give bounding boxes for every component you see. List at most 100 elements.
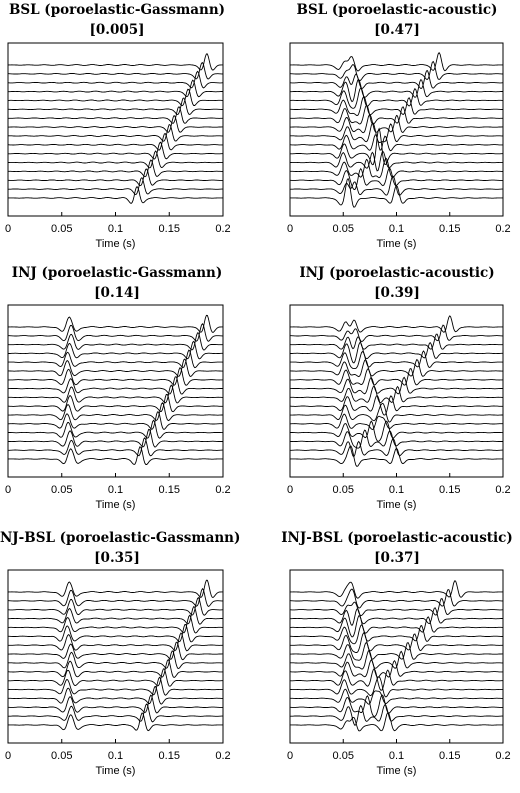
trace-2 xyxy=(8,61,224,80)
trace-1 xyxy=(289,51,503,72)
x-tick-label: 0 xyxy=(287,223,293,235)
trace-group xyxy=(289,51,504,208)
trace-7 xyxy=(8,366,224,386)
trace-14 xyxy=(8,694,223,714)
trace-9 xyxy=(290,122,504,143)
x-tick-label: 0.05 xyxy=(333,223,354,235)
trace-15 xyxy=(8,437,223,457)
trace-9 xyxy=(290,385,503,404)
x-tick-label: 0 xyxy=(5,223,11,235)
trace-10 xyxy=(289,134,503,152)
trace-14 xyxy=(7,428,223,448)
trace-13 xyxy=(290,688,504,705)
trace-15 xyxy=(7,176,224,195)
trace-11 xyxy=(8,141,224,160)
x-axis-label: Time (s) xyxy=(377,238,417,250)
trace-8 xyxy=(289,641,503,661)
x-tick-label: 0.05 xyxy=(333,484,354,496)
trace-3 xyxy=(290,70,503,89)
trace-11 xyxy=(8,402,224,422)
x-tick-label: 0.15 xyxy=(159,223,180,235)
trace-13 xyxy=(290,420,504,442)
panel-correlation: [0.35] xyxy=(94,550,140,566)
trace-7 xyxy=(8,105,224,124)
trace-group xyxy=(7,53,224,204)
trace-11 xyxy=(290,127,504,166)
x-tick-label: 0.1 xyxy=(389,484,404,496)
x-tick-label: 0.05 xyxy=(51,750,72,762)
plot-frame xyxy=(289,304,504,478)
trace-7 xyxy=(290,368,504,386)
trace-5 xyxy=(290,87,503,109)
trace-8 xyxy=(7,114,223,133)
x-axis-label: Time (s) xyxy=(377,765,417,777)
panel-title: INJ-BSL (poroelastic-acoustic) xyxy=(281,530,513,546)
trace-6 xyxy=(290,358,503,378)
x-tick-label: 0.2 xyxy=(215,484,230,496)
trace-13 xyxy=(290,157,504,179)
trace-14 xyxy=(8,168,223,187)
x-tick-label: 0.1 xyxy=(389,750,404,762)
trace-16 xyxy=(289,445,503,467)
trace-12 xyxy=(289,150,503,172)
panel-correlation: [0.14] xyxy=(94,285,140,301)
trace-5 xyxy=(290,615,503,638)
x-tick-label: 0.1 xyxy=(108,223,123,235)
x-axis-label: Time (s) xyxy=(96,499,136,511)
trace-8 xyxy=(289,376,503,395)
trace-3 xyxy=(8,70,223,89)
x-tick-label: 0.15 xyxy=(439,484,460,496)
x-axis-label: Time (s) xyxy=(96,765,136,777)
trace-1 xyxy=(289,580,503,599)
trace-4 xyxy=(290,607,503,627)
trace-15 xyxy=(289,704,504,727)
panel-6: INJ-BSL (poroelastic-acoustic) [0.37] 0 0.0… xyxy=(281,530,513,777)
trace-12 xyxy=(8,411,223,430)
trace-8 xyxy=(289,114,503,134)
panel-2: BSL (poroelastic-acoustic) [0.47] 0 0.05 0.1… xyxy=(287,2,511,250)
trace-6 xyxy=(7,97,223,116)
x-tick-label: 0.2 xyxy=(495,750,510,762)
x-tick-label: 0.05 xyxy=(333,750,354,762)
panel-correlation: [0.39] xyxy=(374,285,420,301)
x-axis-label: Time (s) xyxy=(96,238,136,250)
trace-3 xyxy=(8,597,223,616)
trace-13 xyxy=(8,419,224,439)
panel-title: INJ (poroelastic-Gassmann) xyxy=(12,265,222,281)
trace-9 xyxy=(8,650,224,670)
x-tick-label: 0.2 xyxy=(495,223,510,235)
trace-8 xyxy=(7,641,223,661)
trace-10 xyxy=(289,659,503,678)
trace-3 xyxy=(290,598,503,617)
plot-frame xyxy=(7,304,224,478)
plot-frame xyxy=(7,569,224,744)
x-tick-label: 0.05 xyxy=(51,484,72,496)
x-tick-label: 0.1 xyxy=(389,223,404,235)
trace-group xyxy=(289,315,504,467)
trace-10 xyxy=(289,394,503,416)
panel-3: INJ (poroelastic-Gassmann) [0.14] 0 0.05 0.1… xyxy=(5,265,231,511)
x-tick-label: 0 xyxy=(287,750,293,762)
trace-4 xyxy=(290,342,503,364)
trace-11 xyxy=(8,668,224,687)
panel-title: BSL (poroelastic-acoustic) xyxy=(297,2,498,18)
trace-16 xyxy=(290,711,503,732)
trace-15 xyxy=(289,175,504,196)
trace-5 xyxy=(8,614,223,634)
trace-5 xyxy=(8,88,223,107)
trace-16 xyxy=(8,185,223,204)
trace-6 xyxy=(289,624,503,645)
trace-2 xyxy=(8,587,224,607)
trace-12 xyxy=(7,676,223,696)
trace-6 xyxy=(7,624,223,643)
trace-1 xyxy=(7,579,223,598)
trace-group xyxy=(289,580,504,732)
trace-5 xyxy=(8,349,224,369)
trace-2 xyxy=(290,588,504,609)
trace-6 xyxy=(8,358,223,378)
panel-4: INJ (poroelastic-acoustic) [0.39] 0 0.05 0.1… xyxy=(287,265,511,511)
trace-2 xyxy=(8,323,223,342)
trace-16 xyxy=(290,177,503,208)
trace-9 xyxy=(8,124,224,142)
